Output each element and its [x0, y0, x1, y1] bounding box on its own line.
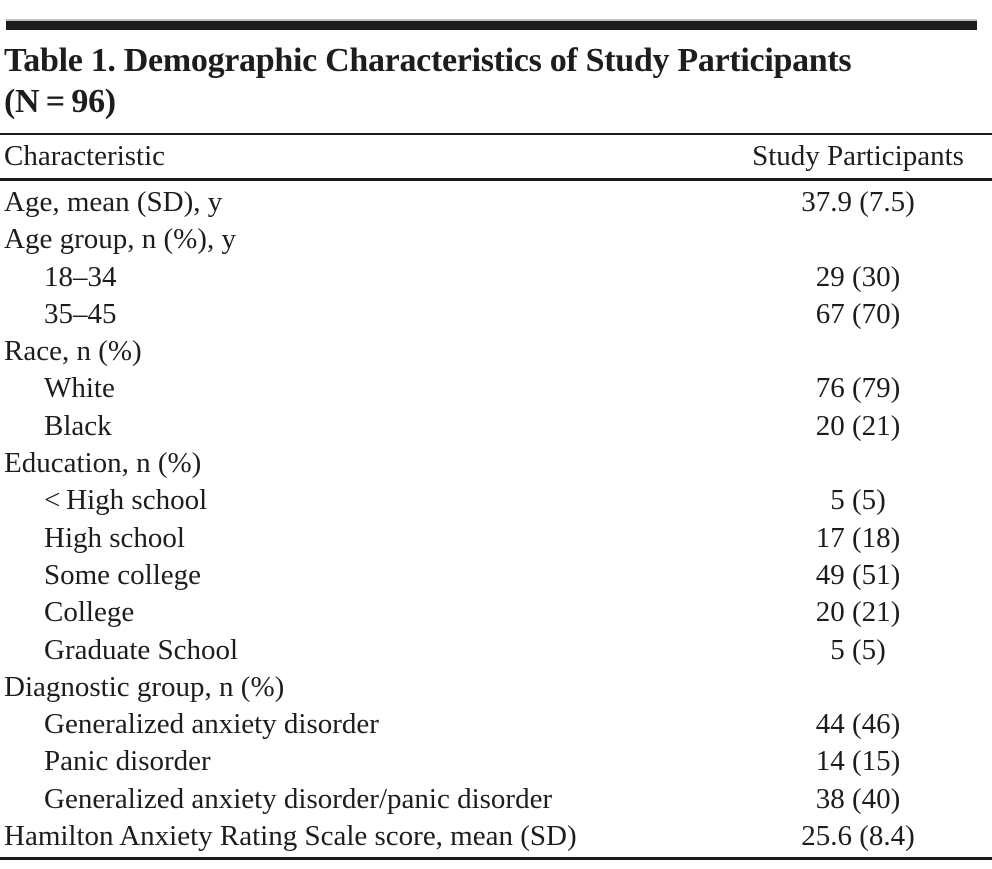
row-label: Black: [44, 409, 112, 442]
row-label: Generalized anxiety disorder: [44, 708, 379, 741]
table-row: Panic disorder 14 (15): [0, 743, 992, 780]
table-row: Race, n (%): [0, 333, 992, 370]
row-label: College: [44, 596, 135, 629]
table-row: Hamilton Anxiety Rating Scale score, mea…: [0, 818, 992, 855]
table-row: Age group, n (%), y: [0, 221, 992, 258]
row-label: White: [44, 372, 115, 405]
row-label: 18–34: [44, 260, 117, 293]
row-value: 17 (18): [815, 521, 901, 554]
table-row: Black 20 (21): [0, 408, 992, 445]
row-label: Diagnostic group, n (%): [4, 670, 285, 703]
row-label: High school: [44, 521, 185, 554]
row-value: 76 (79): [815, 372, 901, 405]
row-label: Education, n (%): [4, 447, 202, 480]
table-row: Generalized anxiety disorder/panic disor…: [0, 781, 992, 818]
row-value: 38 (40): [815, 782, 901, 815]
table-header-bar: [6, 19, 977, 30]
row-label: Age group, n (%), y: [4, 223, 236, 256]
row-value: [732, 221, 984, 258]
table-row: High school 17 (18): [0, 520, 992, 557]
table-body: Age, mean (SD), y 37.9 (7.5) Age group, …: [0, 181, 992, 855]
row-value: [732, 669, 984, 706]
row-label: < High school: [44, 484, 208, 517]
rule-below-column-headers: [0, 178, 992, 181]
row-value: 5 (5): [830, 633, 886, 666]
row-value: 49 (51): [815, 558, 901, 591]
table-row: Diagnostic group, n (%): [0, 669, 992, 706]
row-value: 37.9 (7.5): [801, 186, 915, 218]
table-row: 18–34 29 (30): [0, 259, 992, 296]
row-value: 44 (46): [815, 708, 901, 741]
table-row: College 20 (21): [0, 594, 992, 631]
rule-table-bottom: [0, 857, 992, 861]
row-value: 67 (70): [815, 297, 901, 330]
table-title: Table 1. Demographic Characteristics of …: [4, 40, 992, 122]
row-value: 20 (21): [815, 409, 901, 442]
row-value: 29 (30): [815, 260, 901, 293]
rule-below-title: [0, 133, 992, 135]
column-header-characteristic: Characteristic: [4, 140, 166, 172]
table-row: White 76 (79): [0, 370, 992, 407]
table-title-line1: Table 1. Demographic Characteristics of …: [4, 42, 852, 79]
table-row: Some college 49 (51): [0, 557, 992, 594]
row-label: Generalized anxiety disorder/panic disor…: [44, 782, 553, 815]
column-header-row: Characteristic Study Participants: [0, 135, 992, 178]
row-label: Graduate School: [44, 633, 239, 666]
row-label: Panic disorder: [44, 745, 211, 778]
table-row: Education, n (%): [0, 445, 992, 482]
row-value: 14 (15): [815, 745, 901, 778]
table-row: Generalized anxiety disorder 44 (46): [0, 706, 992, 743]
row-label: Hamilton Anxiety Rating Scale score, mea…: [4, 820, 577, 853]
row-value: 20 (21): [815, 596, 901, 629]
row-value: 5 (5): [830, 484, 886, 517]
table-row: 35–45 67 (70): [0, 296, 992, 333]
row-label: Race, n (%): [4, 335, 142, 368]
table-row: < High school 5 (5): [0, 482, 992, 519]
row-value: [732, 333, 984, 370]
row-value: 25.6 (8.4): [801, 820, 915, 853]
row-label: 35–45: [44, 297, 117, 330]
table-title-line2: (N = 96): [4, 83, 116, 120]
row-label: Age, mean (SD), y: [4, 186, 223, 218]
column-header-study-participants: Study Participants: [752, 140, 964, 172]
table-row: Graduate School 5 (5): [0, 632, 992, 669]
row-value: [732, 445, 984, 482]
table-row: Age, mean (SD), y 37.9 (7.5): [0, 184, 992, 221]
row-label: Some college: [44, 558, 202, 591]
